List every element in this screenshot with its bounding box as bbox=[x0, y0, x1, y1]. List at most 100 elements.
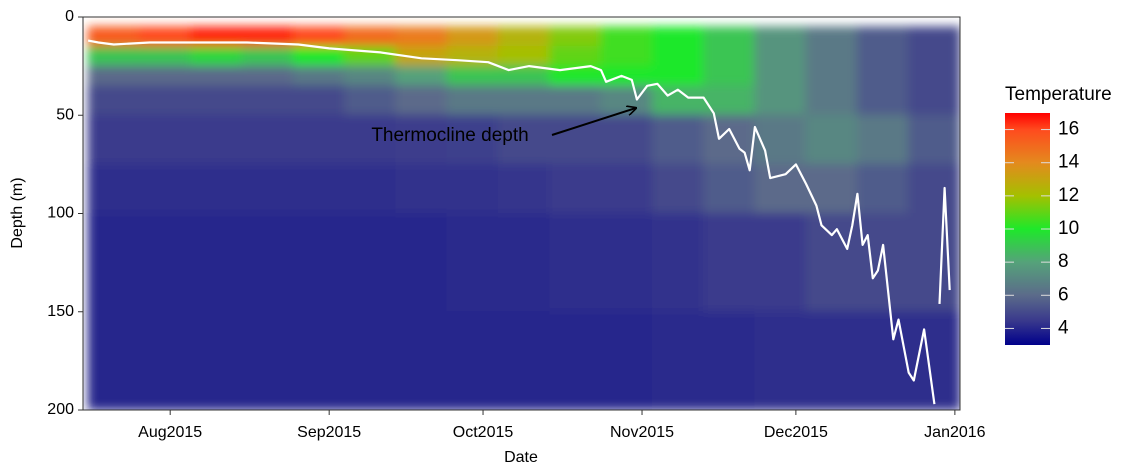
heat-cell bbox=[395, 163, 448, 214]
heat-cell bbox=[856, 65, 910, 87]
heat-cell bbox=[497, 213, 551, 313]
heat-cell bbox=[87, 311, 140, 410]
heat-cell bbox=[497, 163, 551, 214]
heat-cell bbox=[292, 85, 346, 116]
heat-cell bbox=[754, 311, 807, 410]
heat-cell bbox=[190, 45, 243, 67]
heat-cell bbox=[754, 163, 807, 214]
heat-cell bbox=[805, 114, 858, 165]
heat-cell bbox=[497, 114, 551, 165]
heat-cell bbox=[292, 213, 346, 313]
heat-cell bbox=[395, 45, 448, 67]
heat-cell bbox=[292, 26, 346, 47]
heat-cell bbox=[292, 114, 346, 165]
heat-cell bbox=[805, 213, 858, 313]
heat-cell bbox=[446, 311, 499, 410]
colorbar-tick-label: 10 bbox=[1058, 218, 1079, 239]
heat-cell bbox=[549, 213, 602, 313]
heat-cell bbox=[703, 213, 756, 313]
heat-cell bbox=[344, 114, 397, 165]
x-tick-label: Aug2015 bbox=[138, 424, 202, 441]
heat-cell bbox=[241, 65, 294, 87]
heat-cell bbox=[651, 311, 705, 410]
heat-cell bbox=[600, 311, 653, 410]
heat-cell bbox=[856, 26, 910, 47]
heat-cell bbox=[908, 45, 960, 67]
heat-cell bbox=[754, 114, 807, 165]
colorbar-title: Temperature bbox=[1005, 84, 1112, 105]
x-axis-label: Date bbox=[504, 449, 538, 466]
heat-cell bbox=[292, 311, 346, 410]
heat-cell bbox=[549, 45, 602, 67]
heat-cell bbox=[138, 311, 192, 410]
heat-cell bbox=[600, 65, 653, 87]
heat-cell bbox=[651, 114, 705, 165]
heat-cell bbox=[344, 213, 397, 313]
heat-cell bbox=[703, 45, 756, 67]
heat-cell bbox=[138, 85, 192, 116]
heat-cell bbox=[600, 163, 653, 214]
heat-cell bbox=[292, 65, 346, 87]
heat-cell bbox=[446, 163, 499, 214]
y-tick-label: 0 bbox=[65, 8, 74, 25]
thermocline bbox=[87, 39, 951, 405]
heat-cell bbox=[549, 163, 602, 214]
heat-cell bbox=[497, 26, 551, 47]
colorbar-tick-label: 8 bbox=[1058, 251, 1069, 272]
heat-cell bbox=[446, 26, 499, 47]
heat-cell bbox=[241, 114, 294, 165]
heat-cell bbox=[344, 26, 397, 47]
heat-cell bbox=[395, 85, 448, 116]
heat-cell bbox=[651, 45, 705, 67]
thermocline-line bbox=[87, 39, 951, 405]
heat-cell bbox=[805, 311, 858, 410]
heat-cell bbox=[600, 213, 653, 313]
heat-cell bbox=[292, 45, 346, 67]
heat-cell bbox=[703, 26, 756, 47]
heat-cell bbox=[703, 311, 756, 410]
x-tick-label: Oct2015 bbox=[453, 424, 514, 441]
heat-cell bbox=[856, 85, 910, 116]
heat-cell bbox=[703, 85, 756, 116]
heat-cell bbox=[344, 65, 397, 87]
heat-cell bbox=[908, 26, 960, 47]
heat-cell bbox=[908, 114, 960, 165]
heat-cell bbox=[754, 213, 807, 313]
x-tick-label: Sep2015 bbox=[297, 424, 361, 441]
heat-cell bbox=[497, 45, 551, 67]
heat-cell bbox=[138, 26, 192, 47]
heat-cell bbox=[446, 213, 499, 313]
heat-cell bbox=[138, 213, 192, 313]
heat-cell bbox=[446, 65, 499, 87]
heat-cell bbox=[395, 114, 448, 165]
heat-cell bbox=[395, 65, 448, 87]
heat-cell bbox=[600, 114, 653, 165]
colorbar-tick-label: 4 bbox=[1058, 317, 1069, 338]
y-tick-label: 50 bbox=[56, 106, 74, 123]
heat-cell bbox=[908, 163, 960, 214]
colorbar-tick-label: 14 bbox=[1058, 152, 1080, 173]
heat-cell bbox=[497, 65, 551, 87]
heat-cell bbox=[908, 311, 960, 410]
heat-cell bbox=[651, 65, 705, 87]
heat-cell bbox=[549, 26, 602, 47]
heat-cell bbox=[549, 311, 602, 410]
heat-cell bbox=[703, 163, 756, 214]
heat-cell bbox=[87, 45, 140, 67]
annotation: Thermocline depth bbox=[371, 125, 528, 146]
colorbar-tick-label: 12 bbox=[1058, 185, 1079, 206]
y-tick-label: 100 bbox=[47, 205, 74, 222]
heat-cell bbox=[549, 85, 602, 116]
heatmap bbox=[87, 26, 960, 410]
heat-cell bbox=[395, 26, 448, 47]
heat-cell bbox=[241, 311, 294, 410]
heat-cell bbox=[190, 311, 243, 410]
heat-cell bbox=[754, 65, 807, 87]
heat-cell bbox=[190, 213, 243, 313]
heat-cell bbox=[292, 163, 346, 214]
heat-cell bbox=[754, 85, 807, 116]
heat-cell bbox=[446, 114, 499, 165]
x-tick-label: Dec2015 bbox=[764, 424, 828, 441]
